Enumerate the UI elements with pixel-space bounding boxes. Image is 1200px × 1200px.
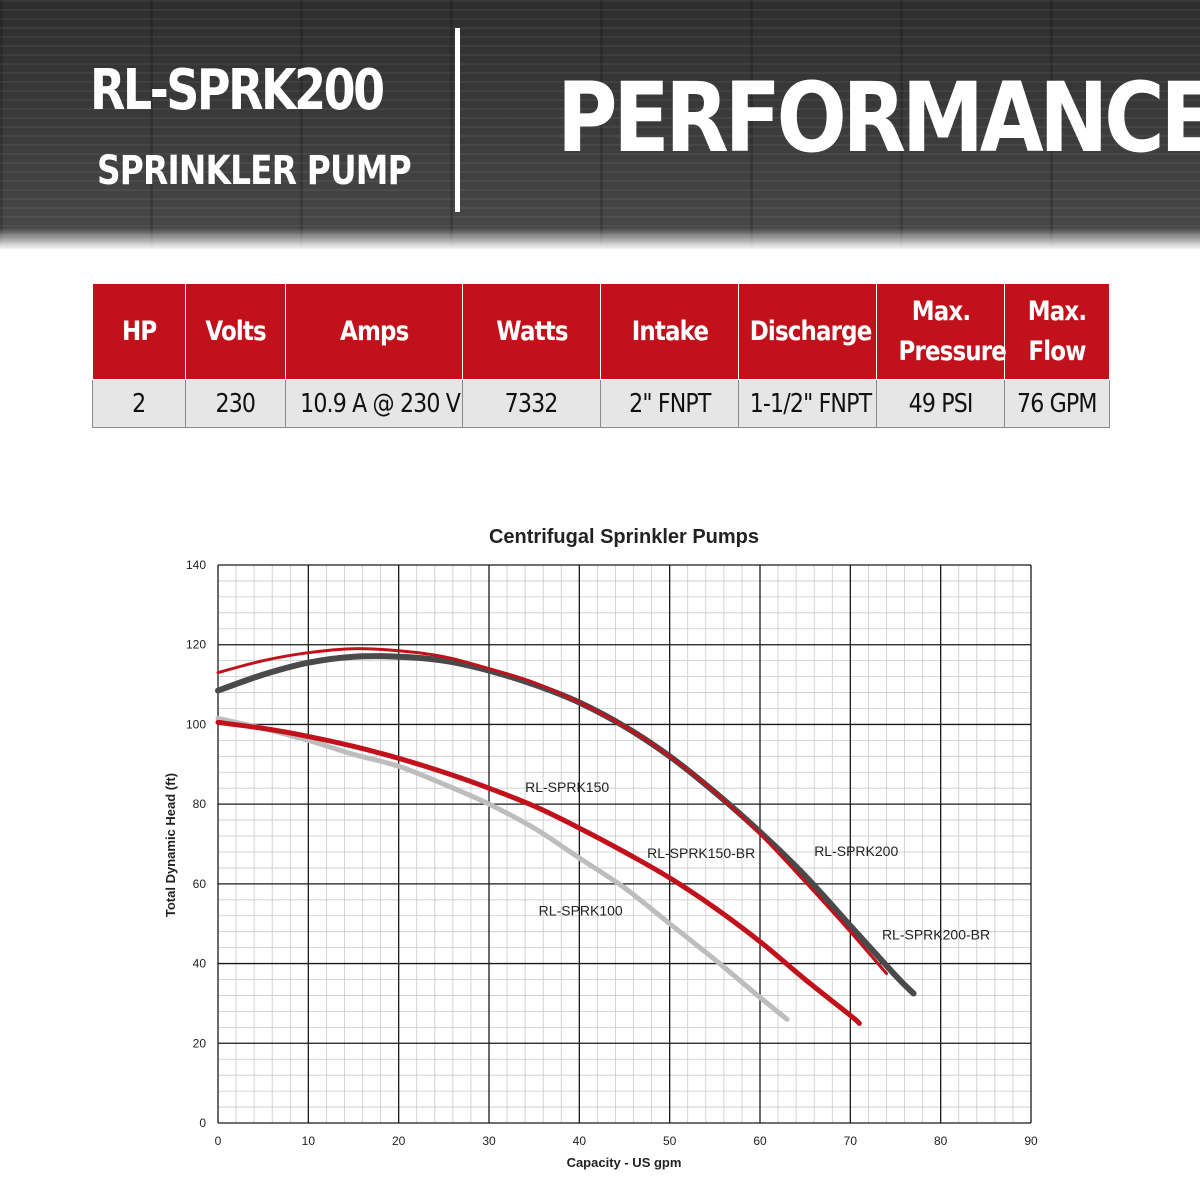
series-label-rl-sprk150-br: RL-SPRK150-BR [647, 845, 755, 861]
spec-header-amps: Amps [285, 283, 463, 380]
spec-value-row: 2 230 10.9 A @ 230 V 7332 2" FNPT 1-1/2"… [92, 379, 1110, 428]
spec-value-max-pressure: 49 PSI [876, 379, 1005, 428]
spec-header-volts: Volts [185, 283, 286, 380]
y-tick-label: 120 [186, 638, 206, 652]
header-banner: RL-SPRK200 SPRINKLER PUMP PERFORMANCE [0, 0, 1200, 250]
spec-value-amps: 10.9 A @ 230 V [285, 379, 463, 428]
y-tick-label: 20 [193, 1036, 207, 1050]
header-fade [0, 228, 1200, 250]
spec-value-watts: 7332 [462, 379, 601, 428]
x-tick-label: 60 [753, 1134, 767, 1148]
x-tick-label: 50 [663, 1134, 677, 1148]
spec-header-max-flow: Max. Flow [1004, 283, 1110, 380]
x-tick-label: 0 [215, 1134, 222, 1148]
y-tick-label: 60 [193, 877, 207, 891]
series-line-rl-sprk200 [215, 653, 917, 997]
x-tick-label: 90 [1024, 1134, 1038, 1148]
y-axis-label: Total Dynamic Head (ft) [163, 773, 178, 917]
y-tick-label: 140 [186, 558, 206, 572]
spec-header-discharge: Discharge [738, 283, 877, 380]
spec-value-discharge: 1-1/2" FNPT [738, 379, 877, 428]
y-tick-label: 40 [193, 957, 207, 971]
x-tick-label: 40 [573, 1134, 587, 1148]
spec-table: HP Volts Amps Watts Intake Discharge Max… [92, 283, 1110, 428]
spec-header-watts: Watts [462, 283, 601, 380]
x-axis-label: Capacity - US gpm [567, 1155, 682, 1170]
pump-curve-chart: Centrifugal Sprinkler Pumps RL-SPRK200RL… [163, 526, 1038, 1170]
spec-value-intake: 2" FNPT [600, 379, 739, 428]
y-tick-label: 0 [199, 1116, 206, 1130]
x-tick-label: 30 [482, 1134, 496, 1148]
series-label-rl-sprk200: RL-SPRK200 [814, 843, 898, 859]
chart-ticks: 0 10 20 30 40 50 60 70 80 90 0 20 40 60 80 100 120 140 [186, 558, 1038, 1148]
spec-header-max-pressure: Max. Pressure [876, 283, 1006, 380]
series-label-rl-sprk150: RL-SPRK150 [525, 779, 609, 795]
spec-header-hp: HP [92, 283, 186, 380]
header-divider [455, 28, 460, 212]
product-name: SPRINKLER PUMP [97, 148, 412, 194]
series-label-rl-sprk100: RL-SPRK100 [539, 903, 623, 919]
spec-header-row: HP Volts Amps Watts Intake Discharge Max… [92, 283, 1110, 380]
series-line-rl-sprk100 [215, 715, 790, 1022]
series-line-rl-sprk150 [215, 719, 862, 1026]
series-line-rl-sprk200-br [216, 647, 888, 975]
x-tick-label: 70 [844, 1134, 858, 1148]
spec-value-max-flow: 76 GPM [1004, 379, 1110, 428]
section-title: PERFORMANCE [557, 62, 1200, 174]
spec-header-intake: Intake [600, 283, 739, 380]
x-tick-label: 10 [302, 1134, 316, 1148]
spec-value-hp: 2 [92, 379, 186, 428]
spec-value-volts: 230 [185, 379, 286, 428]
y-tick-label: 100 [186, 717, 206, 731]
chart-title: Centrifugal Sprinkler Pumps [489, 526, 759, 548]
x-tick-label: 20 [392, 1134, 406, 1148]
y-tick-label: 80 [193, 797, 207, 811]
series-label-rl-sprk200-br: RL-SPRK200-BR [882, 927, 990, 943]
x-tick-label: 80 [934, 1134, 948, 1148]
model-number: RL-SPRK200 [90, 58, 385, 123]
chart-series: RL-SPRK200 RL-SPRK200-BR RL-SPRK150 RL-SPRK… [215, 647, 990, 1026]
